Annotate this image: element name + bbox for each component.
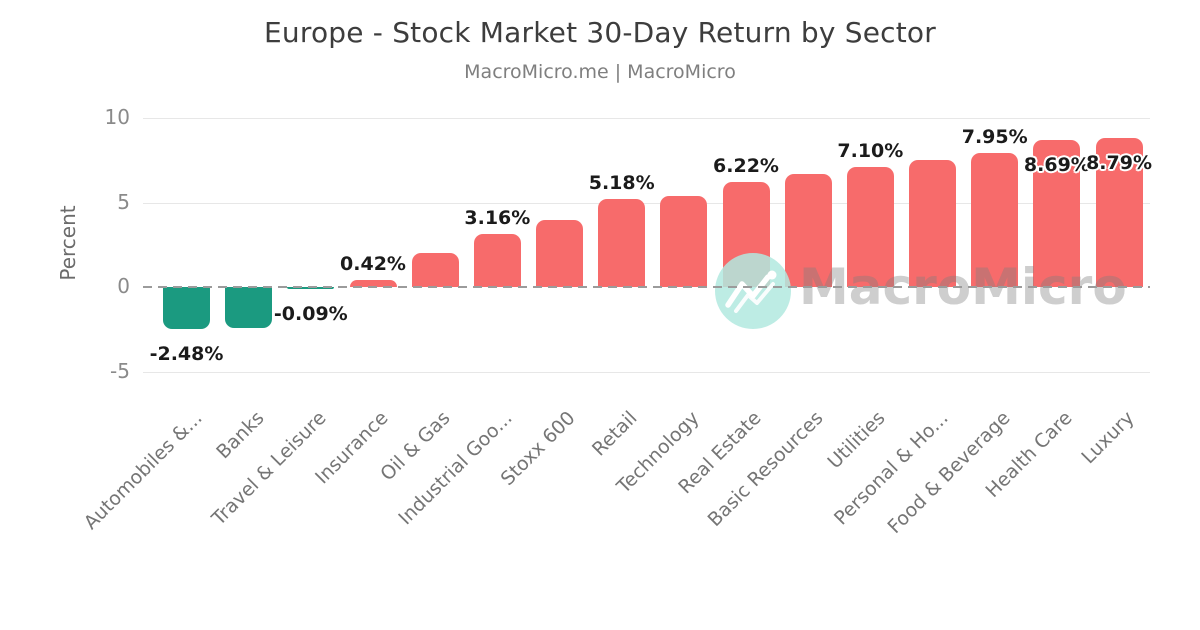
bar-value-label: 7.10% [837,140,904,162]
y-axis-tick: 0 [117,274,130,298]
chart-subtitle: MacroMicro.me | MacroMicro [464,61,736,83]
bar-13 [909,160,957,287]
bar-value-label: 8.69% [1023,154,1090,177]
bar-8 [598,199,646,287]
bar-5 [411,253,459,287]
y-axis-tick: -5 [110,358,130,383]
bar-value-label: 5.18% [588,172,655,195]
bar-value-label: 8.79% [1086,152,1152,175]
bar-15 [1033,140,1081,287]
gridline [143,371,1150,373]
bar-11 [784,174,832,287]
bar-value-label: 0.42% [340,252,406,275]
gridline [143,118,1150,119]
bar-value-label: 3.16% [464,206,531,229]
y-axis-tick: 10 [104,105,130,129]
chart-title: Europe - Stock Market 30-Day Return by S… [264,16,936,49]
y-axis-tick: 5 [117,189,130,214]
bar-6 [473,233,521,287]
bar-value-label: 6.22% [713,154,779,177]
bar-4 [349,279,397,287]
bar-value-label: 7.95% [961,125,1028,148]
bar-value-label: -2.48% [149,342,224,365]
bar-14 [971,152,1019,287]
bar-12 [846,167,894,287]
bar-2 [225,287,273,329]
zero-gridline [143,286,1150,288]
bar-1 [163,287,210,329]
bar-16 [1095,138,1143,287]
macromicro-logo-icon [715,253,791,329]
bar-9 [660,196,708,287]
bar-7 [536,220,584,287]
bar-value-label: -0.09% [273,302,348,325]
y-axis-title: Percent [56,205,80,281]
gridline [143,202,1150,204]
